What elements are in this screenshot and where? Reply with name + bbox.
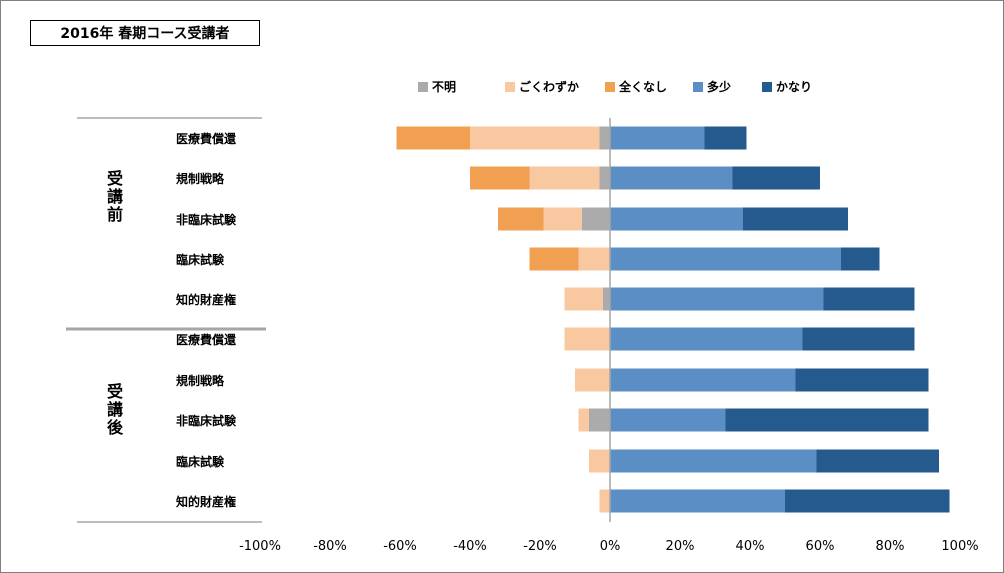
bar-unknown <box>599 126 610 150</box>
legend-item-much: かなり <box>762 80 812 94</box>
category-label: 臨床試験 <box>176 252 225 267</box>
bar-barely <box>578 247 610 271</box>
bar-barely <box>578 408 589 432</box>
bar-much <box>732 166 820 190</box>
legend-swatch-unknown <box>418 82 428 92</box>
legend-item-none: 全くなし <box>605 79 667 94</box>
bar-some <box>610 166 733 190</box>
bar-unknown <box>599 166 610 190</box>
bar-none <box>396 126 470 150</box>
bar-barely <box>599 489 610 513</box>
x-tick-label: 0% <box>600 539 621 554</box>
bar-much <box>704 126 747 150</box>
legend-item-unknown: 不明 <box>418 80 456 94</box>
bar-some <box>610 327 803 351</box>
legend-label-some: 多少 <box>707 79 731 94</box>
x-tick-label: -20% <box>523 539 557 554</box>
category-label: 規制戦略 <box>176 373 225 388</box>
category-label: 非臨床試験 <box>176 413 237 428</box>
legend-swatch-barely <box>505 82 515 92</box>
legend-swatch-much <box>762 82 772 92</box>
bar-barely <box>564 287 603 311</box>
bar-much <box>841 247 880 271</box>
legend-label-much: かなり <box>776 80 812 94</box>
bar-unknown <box>582 207 610 231</box>
category-label: 臨床試験 <box>176 454 225 469</box>
bar-barely <box>543 207 582 231</box>
bar-much <box>816 449 939 473</box>
legend-label-none: 全くなし <box>618 79 667 94</box>
category-label: 医療費償還 <box>176 131 237 146</box>
legend-swatch-none <box>605 82 615 92</box>
bar-much <box>785 489 950 513</box>
category-label: 知的財産権 <box>175 494 236 509</box>
x-tick-label: 80% <box>876 539 905 554</box>
bar-none <box>529 247 579 271</box>
bar-none <box>470 166 530 190</box>
legend-item-barely: ごくわずか <box>505 79 579 94</box>
legend: 不明 ごくわずか 全くなし 多少 かなり <box>418 79 812 94</box>
bar-some <box>610 247 841 271</box>
legend-label-barely: ごくわずか <box>519 79 579 94</box>
bar-some <box>610 368 796 392</box>
x-axis: -100% -80% -60% -40% -20% 0% 20% 40% 60% 80% 100% <box>239 539 979 554</box>
bar-much <box>743 207 848 231</box>
legend-label-unknown: 不明 <box>432 80 456 94</box>
bar-much <box>725 408 929 432</box>
legend-swatch-some <box>693 82 703 92</box>
bar-barely <box>470 126 600 150</box>
bar-unknown <box>603 287 610 311</box>
bar-none <box>498 207 544 231</box>
x-tick-label: 20% <box>666 539 695 554</box>
category-label: 知的財産権 <box>175 292 236 307</box>
bar-some <box>610 126 705 150</box>
bar-barely <box>529 166 600 190</box>
x-tick-label: -60% <box>383 539 417 554</box>
bars <box>396 118 950 522</box>
legend-item-some: 多少 <box>693 79 731 94</box>
bar-some <box>610 207 743 231</box>
bar-much <box>795 368 929 392</box>
bar-barely <box>564 327 610 351</box>
bar-some <box>610 287 824 311</box>
chart-title: 2016年 春期コース受講者 <box>30 20 260 46</box>
bar-much <box>823 287 915 311</box>
bar-unknown <box>589 408 610 432</box>
group-label-after: 受講後 <box>107 382 124 437</box>
bar-some <box>610 408 726 432</box>
bar-barely <box>589 449 610 473</box>
category-labels: 受講前医療費償還規制戦略非臨床試験臨床試験知的財産権受講後医療費償還規制戦略非臨… <box>107 131 237 509</box>
x-tick-label: -100% <box>239 539 281 554</box>
group-label-before: 受講前 <box>107 169 123 224</box>
x-tick-label: 40% <box>736 539 765 554</box>
bar-some <box>610 489 785 513</box>
x-tick-label: -80% <box>313 539 347 554</box>
x-tick-label: 100% <box>941 539 978 554</box>
x-tick-label: -40% <box>453 539 487 554</box>
category-label: 規制戦略 <box>176 171 225 186</box>
bar-some <box>610 449 817 473</box>
x-tick-label: 60% <box>806 539 835 554</box>
bar-barely <box>575 368 610 392</box>
category-label: 非臨床試験 <box>176 212 237 227</box>
bar-much <box>802 327 915 351</box>
group-dividers <box>66 117 266 523</box>
category-label: 医療費償還 <box>176 332 237 347</box>
